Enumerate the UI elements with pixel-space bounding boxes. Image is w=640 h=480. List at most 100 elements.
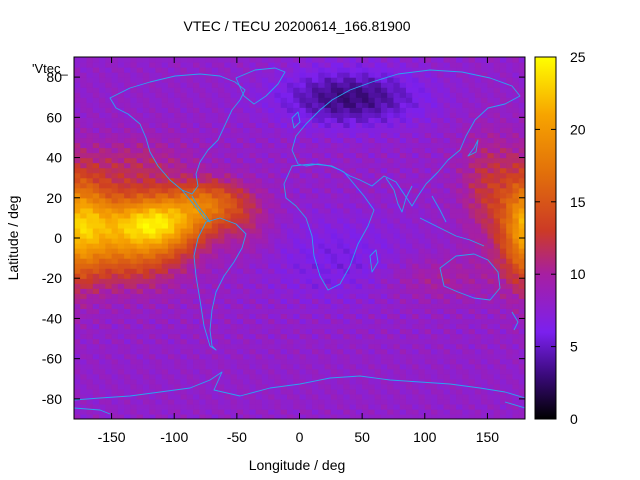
heatmap-cell [142, 288, 150, 294]
heatmap-cell [205, 248, 213, 254]
heatmap-cell [80, 192, 88, 199]
heatmap-cell [280, 167, 288, 174]
heatmap-cell [161, 217, 169, 224]
heatmap-cell [99, 142, 106, 149]
heatmap-cell [399, 197, 407, 204]
heatmap-cell [380, 187, 388, 194]
heatmap-cell [431, 187, 438, 194]
heatmap-cell [117, 273, 125, 279]
heatmap-cell [318, 147, 326, 154]
heatmap-cell [255, 318, 263, 325]
heatmap-cell [180, 403, 188, 410]
heatmap-cell [481, 77, 489, 83]
heatmap-cell [255, 217, 263, 224]
heatmap-cell [211, 283, 219, 289]
heatmap-cell [268, 278, 276, 284]
heatmap-cell [174, 137, 182, 144]
heatmap-cell [249, 368, 257, 375]
heatmap-cell [111, 172, 119, 179]
heatmap-cell [161, 408, 169, 415]
heatmap-cell [431, 298, 438, 304]
heatmap-cell [431, 398, 438, 405]
heatmap-cell [349, 333, 357, 340]
heatmap-cell [167, 182, 175, 189]
heatmap-cell [418, 358, 426, 365]
heatmap-cell [243, 142, 250, 149]
heatmap-cell [155, 408, 163, 415]
heatmap-cell [236, 77, 244, 83]
heatmap-cell [111, 177, 119, 184]
heatmap-cell [99, 308, 106, 315]
heatmap-cell [337, 258, 344, 264]
heatmap-cell [280, 303, 288, 309]
heatmap-cell [424, 348, 432, 355]
heatmap-cell [86, 157, 94, 164]
heatmap-cell [274, 338, 282, 345]
heatmap-cell [412, 102, 420, 108]
heatmap-cell [493, 207, 501, 214]
heatmap-cell [437, 398, 445, 405]
heatmap-cell [161, 283, 169, 289]
heatmap-cell [518, 202, 525, 209]
heatmap-cell [255, 258, 263, 264]
heatmap-cell [499, 212, 507, 219]
heatmap-cell [117, 238, 125, 244]
heatmap-cell [224, 147, 232, 154]
heatmap-cell [368, 167, 376, 174]
heatmap-cell [424, 373, 432, 380]
heatmap-cell [136, 393, 144, 400]
heatmap-cell [136, 97, 144, 103]
heatmap-cell [318, 182, 326, 189]
heatmap-cell [399, 353, 407, 360]
heatmap-cell [368, 313, 376, 320]
heatmap-cell [211, 343, 219, 350]
heatmap-cell [74, 258, 81, 264]
heatmap-cell [130, 238, 138, 244]
heatmap-cell [243, 353, 250, 360]
heatmap-cell [456, 378, 463, 385]
heatmap-cell [474, 132, 482, 139]
heatmap-cell [368, 137, 376, 144]
heatmap-cell [456, 132, 463, 139]
heatmap-cell [280, 348, 288, 355]
heatmap-cell [424, 212, 432, 219]
heatmap-cell [255, 152, 263, 159]
heatmap-cell [236, 222, 244, 229]
heatmap-cell [318, 398, 326, 405]
heatmap-cell [236, 217, 244, 224]
heatmap-cell [312, 157, 319, 164]
heatmap-cell [105, 157, 113, 164]
heatmap-cell [199, 363, 207, 370]
heatmap-cell [437, 393, 445, 400]
heatmap-cell [74, 288, 81, 294]
heatmap-cell [474, 97, 482, 103]
heatmap-cell [268, 192, 276, 199]
heatmap-cell [487, 308, 495, 315]
heatmap-cell [186, 87, 194, 93]
heatmap-cell [399, 368, 407, 375]
heatmap-cell [499, 87, 507, 93]
heatmap-cell [330, 152, 338, 159]
heatmap-cell [431, 408, 438, 415]
heatmap-cell [124, 87, 131, 93]
heatmap-cell [243, 152, 250, 159]
heatmap-cell [299, 258, 307, 264]
heatmap-cell [468, 212, 476, 219]
heatmap-cell [224, 137, 232, 144]
heatmap-cell [305, 383, 313, 390]
heatmap-cell [199, 338, 207, 345]
heatmap-cell [86, 107, 94, 113]
heatmap-cell [268, 273, 276, 279]
heatmap-cell [305, 298, 313, 304]
heatmap-cell [305, 167, 313, 174]
heatmap-cell [474, 142, 482, 149]
heatmap-cell [193, 92, 200, 98]
heatmap-cell [349, 413, 357, 419]
heatmap-cell [493, 383, 501, 390]
heatmap-cell [280, 298, 288, 304]
heatmap-cell [186, 398, 194, 405]
heatmap-cell [268, 167, 276, 174]
heatmap-cell [487, 243, 495, 249]
heatmap-cell [92, 157, 100, 164]
heatmap-cell [155, 368, 163, 375]
